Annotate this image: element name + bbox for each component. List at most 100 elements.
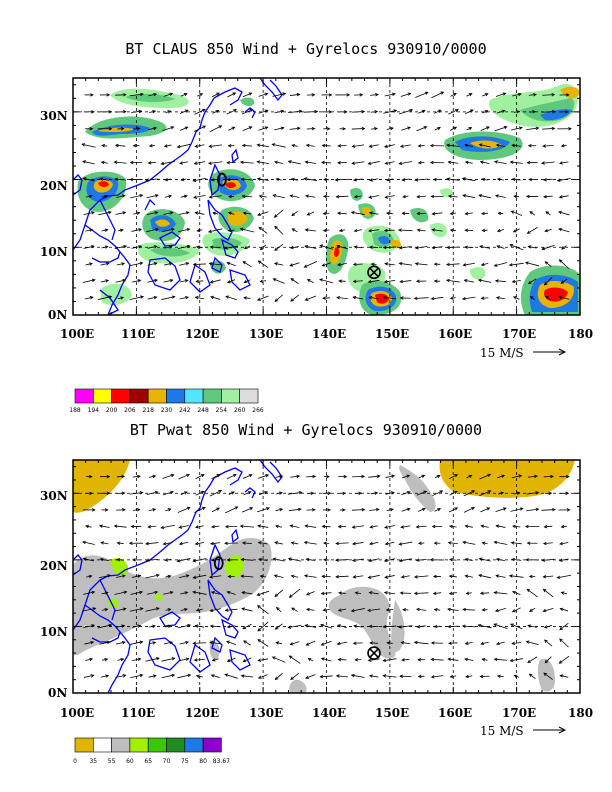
- colorbar-label: 248: [197, 407, 209, 414]
- wind-arrow: [447, 657, 459, 662]
- panel2-lon-label: 150E: [375, 706, 409, 720]
- wind-arrow: [242, 657, 252, 663]
- wind-arrow: [541, 558, 555, 562]
- wind-arrow: [274, 541, 283, 545]
- wind-arrow: [101, 657, 109, 662]
- wind-arrow: [527, 656, 538, 664]
- wind-arrow: [241, 591, 253, 595]
- colorbar-swatch: [166, 737, 186, 753]
- wind-arrow: [99, 557, 110, 562]
- wind-arrow: [465, 109, 474, 115]
- wind-arrow: [514, 110, 520, 114]
- wind-arrow: [560, 144, 567, 148]
- wind-arrow: [337, 657, 347, 662]
- wind-arrow: [433, 109, 442, 114]
- wind-arrow: [322, 491, 332, 495]
- wind-arrow: [401, 491, 411, 496]
- wind-arrow: [446, 245, 460, 250]
- wind-arrow: [290, 294, 300, 302]
- wind-arrow: [510, 541, 522, 545]
- panel2-axis-ticks: [72, 460, 581, 694]
- wind-arrow: [85, 194, 93, 199]
- wind-arrow: [274, 126, 285, 131]
- wind-arrow: [212, 211, 219, 216]
- wind-arrow: [83, 110, 95, 114]
- wind-arrow: [257, 621, 269, 632]
- wind-arrow: [368, 144, 379, 148]
- wind-arrow: [227, 574, 235, 579]
- wind-arrow: [464, 641, 473, 645]
- wind-arrow: [194, 108, 206, 115]
- wind-arrow: [146, 194, 159, 199]
- wind-arrow: [464, 245, 474, 249]
- wind-arrow: [287, 109, 303, 114]
- wind-arrow: [368, 674, 379, 678]
- wind-arrow: [543, 194, 553, 199]
- colorbar-label: 242: [179, 407, 191, 414]
- wind-arrow: [113, 524, 127, 528]
- wind-arrow: [161, 295, 176, 300]
- wind-arrow: [433, 541, 441, 545]
- wind-arrow: [431, 212, 443, 216]
- wind-arrow: [304, 244, 317, 249]
- wind-arrow: [85, 127, 94, 131]
- wind-arrow: [495, 524, 506, 528]
- wind-arrow: [494, 607, 506, 613]
- wind-arrow: [448, 641, 458, 645]
- wind-arrow: [480, 524, 489, 528]
- wind-arrow: [509, 658, 523, 663]
- wind-arrow: [382, 658, 397, 663]
- wind-arrow: [82, 278, 96, 283]
- wind-arrow: [289, 524, 300, 528]
- wind-arrow: [352, 541, 364, 546]
- wind-arrow: [478, 143, 491, 148]
- wind-arrow: [431, 228, 443, 232]
- wind-arrow: [414, 262, 428, 266]
- wind-arrow: [339, 508, 346, 512]
- wind-arrow: [465, 591, 472, 595]
- wind-arrow: [85, 657, 94, 662]
- wind-arrow: [97, 623, 113, 629]
- wind-arrow: [558, 227, 570, 233]
- wind-arrow: [192, 641, 207, 645]
- wind-arrow: [256, 143, 269, 148]
- wind-arrow: [352, 295, 364, 300]
- wind-arrow: [447, 194, 458, 198]
- wind-arrow: [433, 262, 441, 266]
- wind-arrow: [413, 640, 429, 645]
- wind-arrow: [179, 262, 190, 266]
- wind-arrow: [303, 177, 318, 181]
- wind-arrow: [528, 574, 536, 579]
- wind-arrow: [194, 541, 205, 546]
- colorbar-swatch: [74, 737, 94, 753]
- wind-arrow: [193, 161, 206, 165]
- panel2-map: 30N 20N 10N 0N 100E 110E 120E 130E 140E …: [40, 459, 593, 765]
- wind-arrow: [99, 574, 112, 579]
- wind-arrow: [545, 211, 551, 216]
- wind-arrow: [179, 279, 189, 283]
- wind-arrow: [207, 161, 223, 165]
- wind-arrow: [399, 279, 412, 284]
- wind-arrow: [415, 279, 427, 283]
- wind-arrow: [132, 508, 141, 512]
- wind-arrow: [449, 674, 457, 679]
- wind-arrow: [323, 541, 330, 545]
- wind-arrow: [192, 590, 207, 595]
- wind-arrow: [290, 278, 299, 285]
- wind-arrow: [384, 92, 396, 97]
- wind-arrow: [240, 574, 254, 578]
- wind-arrow: [418, 109, 426, 114]
- wind-arrow: [496, 674, 504, 678]
- wind-arrow: [147, 278, 159, 283]
- wind-arrow: [241, 507, 254, 513]
- wind-arrow: [323, 127, 331, 131]
- wind-arrow: [525, 558, 539, 562]
- wind-arrow: [495, 574, 506, 578]
- wind-arrow: [511, 557, 522, 562]
- wind-arrow: [195, 474, 205, 480]
- colorbar-swatch: [239, 388, 259, 404]
- wind-arrow: [257, 541, 268, 545]
- wind-arrow: [291, 210, 298, 217]
- wind-arrow: [226, 261, 236, 267]
